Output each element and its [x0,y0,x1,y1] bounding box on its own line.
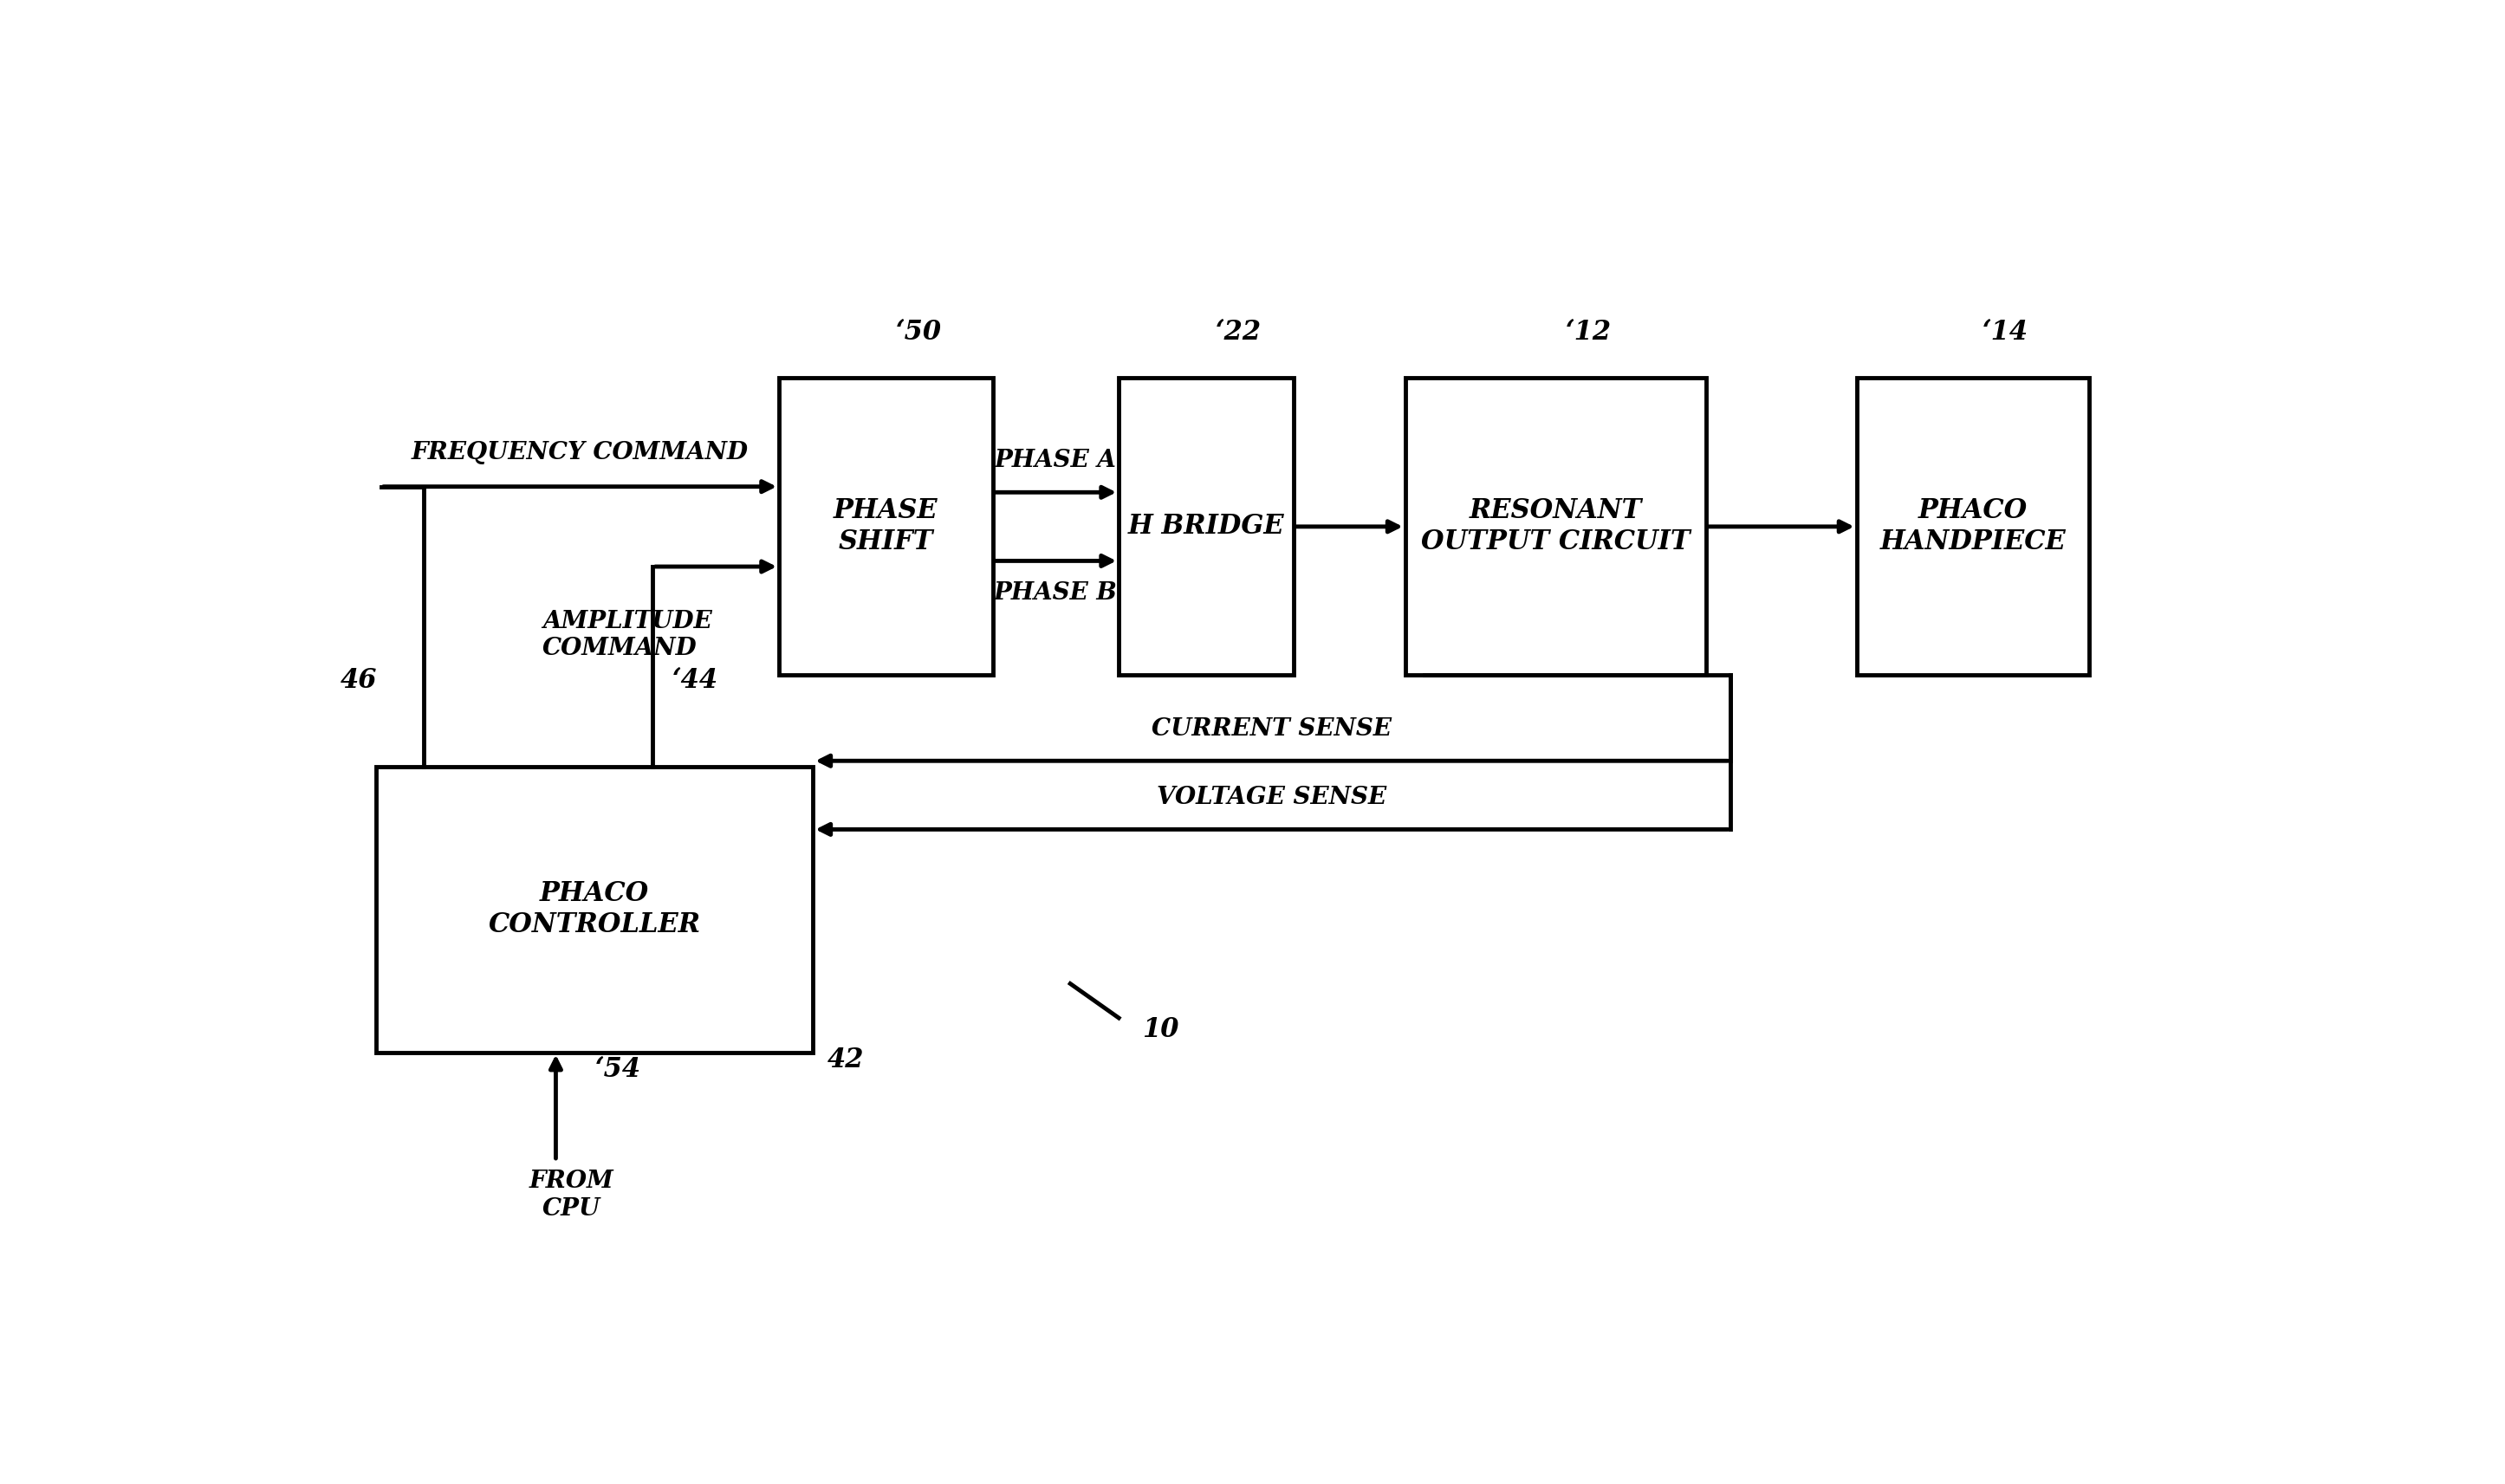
Text: PHASE B: PHASE B [994,582,1117,604]
Text: PHASE A: PHASE A [994,448,1117,472]
Text: ‘44: ‘44 [671,668,719,695]
Text: RESONANT
OUTPUT CIRCUIT: RESONANT OUTPUT CIRCUIT [1420,497,1691,555]
Text: AMPLITUDE
COMMAND: AMPLITUDE COMMAND [541,610,711,660]
Text: 10: 10 [1142,1017,1180,1043]
Text: H BRIDGE: H BRIDGE [1127,513,1285,540]
Text: ‘12: ‘12 [1566,319,1611,346]
Bar [1856,378,2089,675]
Bar [1405,378,1706,675]
Text: ‘54: ‘54 [594,1057,641,1083]
Text: VOLTAGE SENSE: VOLTAGE SENSE [1157,785,1388,809]
Text: 46: 46 [341,668,378,695]
Text: ‘50: ‘50 [897,319,942,346]
Bar [779,378,992,675]
Text: ‘14: ‘14 [1984,319,2029,346]
Text: FREQUENCY COMMAND: FREQUENCY COMMAND [411,441,749,464]
Text: 42: 42 [827,1046,864,1073]
Text: PHACO
HANDPIECE: PHACO HANDPIECE [1879,497,2067,555]
Text: ‘22: ‘22 [1215,319,1263,346]
Bar [1120,378,1293,675]
Text: CURRENT SENSE: CURRENT SENSE [1152,717,1393,741]
Bar [376,767,814,1052]
Text: FROM
CPU: FROM CPU [529,1169,614,1220]
Text: PHASE
SHIFT: PHASE SHIFT [834,497,937,555]
Text: PHACO
CONTROLLER: PHACO CONTROLLER [488,880,701,938]
